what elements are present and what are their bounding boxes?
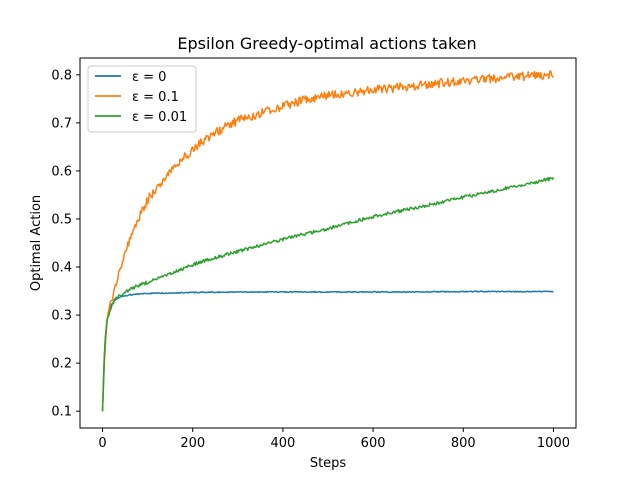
- y-axis-label: Optimal Action: [29, 195, 44, 291]
- series-line: [101, 70, 554, 412]
- legend-label: ε = 0.01: [132, 110, 187, 125]
- plot-area: 0 200 400 600 800 1000 0.1 0.2 0.3 0.4 0.5 0.6 0.7 0.…: [51, 57, 577, 451]
- y-tick-label: 0.2: [51, 357, 72, 372]
- x-tick-label: 400: [270, 436, 295, 451]
- series-line: [101, 290, 554, 412]
- x-tick-label: 200: [180, 436, 205, 451]
- y-tick-label: 0.8: [51, 68, 72, 83]
- y-tick-label: 0.4: [51, 261, 72, 276]
- legend-label: ε = 0.1: [132, 90, 179, 105]
- series-line: [101, 176, 555, 412]
- y-tick-label: 0.6: [51, 164, 72, 179]
- x-tick-label: 1000: [537, 436, 570, 451]
- x-tick-label: 0: [98, 436, 106, 451]
- y-tick-label: 0.5: [51, 212, 72, 227]
- y-tick-label: 0.7: [51, 116, 72, 131]
- chart-title: Epsilon Greedy-optimal actions taken: [177, 34, 476, 53]
- y-tick-label: 0.1: [51, 405, 72, 420]
- x-tick-label: 800: [451, 436, 476, 451]
- legend-label: ε = 0: [132, 70, 166, 85]
- x-axis-label: Steps: [310, 456, 347, 471]
- y-tick-label: 0.3: [51, 309, 72, 324]
- x-tick-label: 600: [361, 436, 386, 451]
